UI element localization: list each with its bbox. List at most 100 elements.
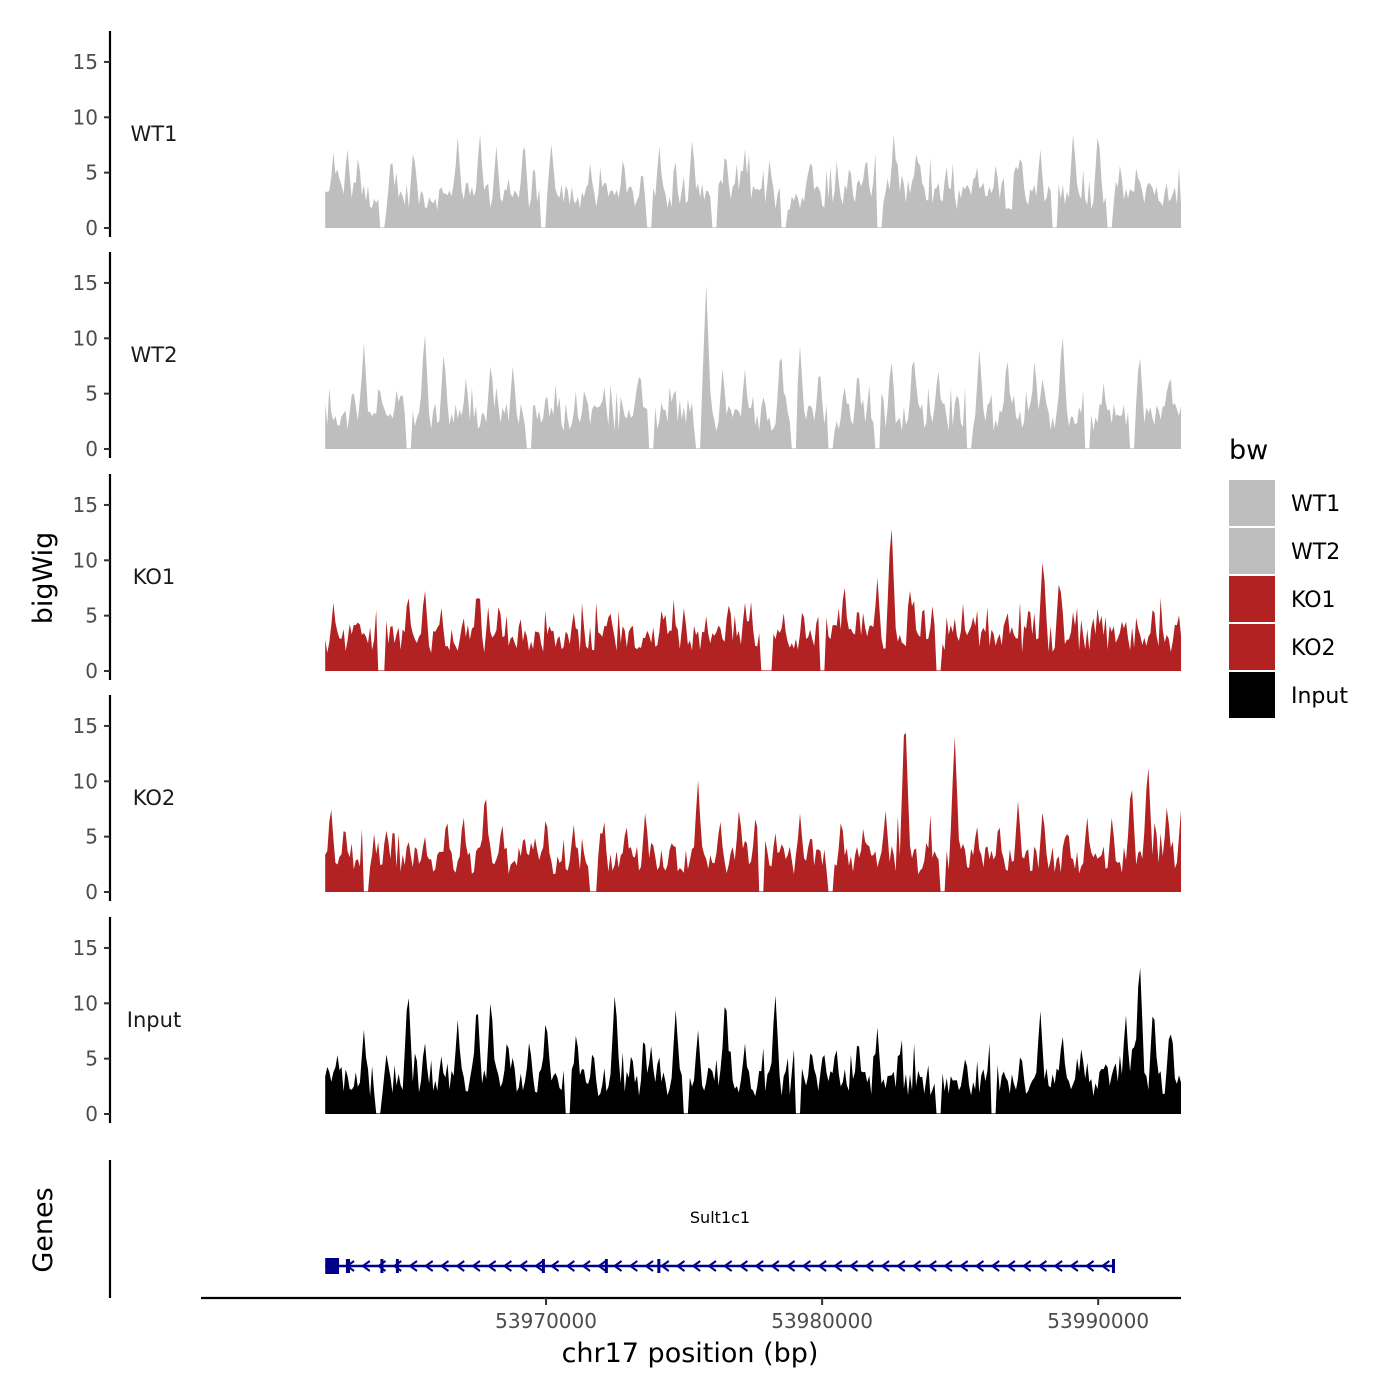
track-panel-ko1: 0 5 10 15 KO1 [73, 474, 1181, 683]
track-panel-input: 0 5 10 15 Input [73, 917, 1181, 1126]
legend: bw WT1 WT2 KO1 KO2 Input [1229, 435, 1348, 718]
coverage-area-ko1 [325, 528, 1181, 671]
strand-arrow [675, 1260, 686, 1272]
gene-exon [1111, 1259, 1115, 1273]
strand-arrow [612, 1260, 623, 1272]
strand-arrow [864, 1260, 874, 1272]
y-tick-label: 5 [85, 1047, 98, 1071]
y-tick-label: 15 [73, 493, 98, 517]
strand-arrow [880, 1260, 890, 1272]
y-tick-label: 5 [85, 604, 98, 628]
genes-panel-title: Genes [28, 1187, 59, 1272]
legend-label-ko1: KO1 [1291, 588, 1336, 613]
strand-arrow [896, 1260, 906, 1272]
strand-arrow [1100, 1260, 1110, 1272]
strand-arrow [1021, 1260, 1032, 1272]
strand-arrow [361, 1260, 371, 1272]
gene-name-label: Sult1c1 [690, 1208, 750, 1227]
legend-swatch-ko2 [1229, 624, 1275, 670]
strand-arrow [660, 1260, 670, 1272]
y-tick-label: 10 [73, 105, 98, 129]
coverage-area-ko2 [325, 733, 1181, 892]
strand-arrow [581, 1260, 591, 1272]
track-label: KO2 [133, 786, 176, 810]
strand-arrow [628, 1260, 638, 1272]
x-axis-title: chr17 position (bp) [562, 1338, 819, 1369]
y-tick-label: 5 [85, 825, 98, 849]
track-panel-wt1: 0 5 10 15 WT1 [73, 31, 1181, 240]
gene-exon [345, 1259, 351, 1273]
strand-arrow [943, 1260, 953, 1272]
x-axis: 53970000 53980000 53990000 [201, 1296, 1181, 1333]
coverage-area-wt1 [325, 134, 1181, 228]
track-label: WT1 [131, 122, 178, 146]
coverage-area-input [325, 968, 1181, 1114]
strand-arrow [1084, 1260, 1095, 1272]
strand-arrow [1037, 1260, 1048, 1272]
y-tick-label: 10 [73, 769, 98, 793]
strand-arrow [990, 1260, 1000, 1272]
strand-arrow [785, 1260, 796, 1272]
strand-arrow [770, 1260, 780, 1272]
strand-arrow [738, 1260, 749, 1272]
strand-arrow [597, 1260, 607, 1272]
y-tick-label: 0 [85, 1102, 98, 1126]
y-tick-label: 10 [73, 991, 98, 1015]
strand-arrow [424, 1260, 434, 1272]
gene-exon [395, 1259, 399, 1273]
strand-arrow [534, 1260, 544, 1272]
y-axis-title: bigWig [28, 532, 59, 625]
track-panel-wt2: 0 5 10 15 WT2 [73, 252, 1181, 461]
strand-arrow [833, 1260, 843, 1272]
gene-panel: Sult1c1 [108, 1160, 1115, 1298]
strand-arrow [911, 1260, 922, 1272]
legend-swatch-wt2 [1229, 528, 1275, 574]
legend-title: bw [1229, 435, 1268, 466]
strand-arrow [518, 1260, 528, 1272]
strand-arrow [754, 1260, 764, 1272]
gene-exon [325, 1258, 340, 1274]
y-tick-label: 0 [85, 659, 98, 683]
track-label: WT2 [131, 343, 178, 367]
x-tick-label: 53980000 [771, 1309, 873, 1333]
strand-arrow [644, 1260, 654, 1272]
legend-label-wt2: WT2 [1291, 540, 1340, 565]
strand-arrow [848, 1260, 859, 1272]
gene-exon [657, 1259, 661, 1273]
track-label: KO1 [133, 565, 176, 589]
legend-label-ko2: KO2 [1291, 636, 1336, 661]
strand-arrow [549, 1260, 560, 1272]
coverage-area-wt2 [325, 284, 1181, 449]
legend-label-input: Input [1291, 684, 1348, 709]
x-tick-label: 53970000 [495, 1309, 597, 1333]
y-tick-label: 15 [73, 714, 98, 738]
strand-arrow [1053, 1260, 1063, 1272]
strand-arrow [959, 1260, 969, 1272]
strand-arrow [565, 1260, 575, 1272]
y-tick-label: 15 [73, 936, 98, 960]
track-panel-ko2: 0 5 10 15 KO2 [73, 695, 1181, 904]
strand-arrow [439, 1260, 450, 1272]
y-tick-label: 5 [85, 382, 98, 406]
strand-arrow [502, 1260, 513, 1272]
strand-arrow [927, 1260, 937, 1272]
y-tick-label: 0 [85, 880, 98, 904]
strand-arrow [471, 1260, 481, 1272]
legend-swatch-ko1 [1229, 576, 1275, 622]
strand-arrow [408, 1260, 418, 1272]
strand-arrow [974, 1260, 985, 1272]
gene-exon [604, 1259, 608, 1273]
y-tick-label: 15 [73, 50, 98, 74]
y-tick-label: 10 [73, 548, 98, 572]
strand-arrow [707, 1260, 717, 1272]
legend-swatch-wt1 [1229, 480, 1275, 526]
y-tick-label: 5 [85, 161, 98, 185]
strand-arrow [486, 1260, 497, 1272]
gene-exon [541, 1259, 545, 1273]
tracks-layer: 0 5 10 15 WT1 0 5 10 15 WT2 0 5 10 15 KO1 0 5 10 15 KO2 0 5 10… [73, 31, 1181, 1126]
y-tick-label: 15 [73, 271, 98, 295]
y-tick-label: 0 [85, 216, 98, 240]
track-label: Input [127, 1008, 181, 1032]
y-tick-label: 0 [85, 437, 98, 461]
